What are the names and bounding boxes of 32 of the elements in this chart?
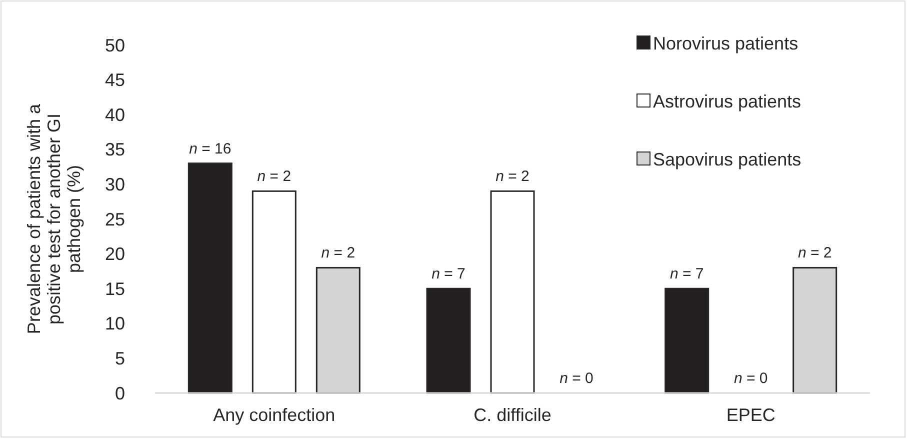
legend-label: Astrovirus patients	[653, 91, 802, 112]
y-tick-label: 25	[104, 209, 125, 230]
annotation: n = 2	[321, 244, 356, 262]
annotation: n = 2	[496, 168, 530, 186]
bar	[664, 288, 710, 394]
y-tick-label: 40	[104, 104, 125, 125]
x-tick-label: EPEC	[726, 405, 776, 425]
x-tick-label: C. difficile	[474, 405, 552, 425]
y-axis-title: Prevalence of patients with a positive test for another GI pathogen (%)	[24, 102, 84, 334]
legend-label: Norovirus patients	[653, 33, 798, 54]
y-tick-label: 30	[104, 174, 125, 194]
bar	[490, 190, 535, 394]
y-tick-label: 10	[104, 314, 125, 334]
bar	[426, 288, 471, 394]
y-tick-label: 45	[104, 70, 125, 90]
y-tick-label: 20	[104, 244, 125, 264]
x-tick-label: Any coinfection	[213, 405, 336, 425]
legend-label: Sapovirus patients	[653, 149, 802, 170]
annotation: n = 7	[670, 266, 704, 283]
annotation: n = 0	[734, 370, 768, 387]
bar	[188, 162, 232, 394]
annotation: n = 7	[432, 266, 466, 283]
y-tick-label: 5	[114, 348, 125, 368]
y-tick-label: 35	[104, 140, 125, 160]
y-tick-label: 50	[104, 35, 125, 56]
annotation: n = 16	[189, 140, 232, 158]
annotation: n = 2	[798, 244, 832, 262]
annotation: n = 0	[560, 370, 594, 387]
bar	[252, 190, 296, 394]
y-tick-label: 0	[114, 383, 125, 404]
y-tick-label: 15	[104, 278, 125, 299]
annotation: n = 2	[257, 168, 292, 186]
